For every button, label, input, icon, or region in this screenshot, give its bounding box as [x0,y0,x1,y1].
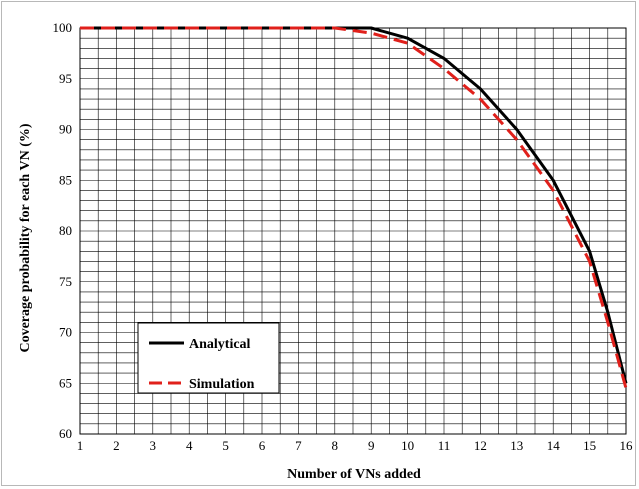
x-tick-label: 8 [332,438,339,453]
y-tick-label: 70 [59,325,72,340]
x-tick-label: 13 [510,438,523,453]
y-tick-label: 75 [59,274,72,289]
legend: Analytical Simulation [137,322,280,394]
series-line-simulation [80,26,628,389]
x-tick-label: 7 [295,438,302,453]
y-axis-label: Coverage probability for each VN (%) [18,123,33,352]
legend-box [137,322,280,394]
x-tick-label: 16 [620,438,634,453]
x-tick-label: 2 [113,438,120,453]
y-tick-label: 90 [59,122,72,137]
x-tick-label: 15 [583,438,596,453]
y-tick-label: 85 [59,172,72,187]
x-tick-label: 11 [438,438,451,453]
x-tick-label: 6 [259,438,266,453]
legend-label-analytical: Analytical [189,337,251,352]
x-tick-label: 4 [186,438,193,453]
y-tick-label: 95 [59,71,72,86]
legend-label-simulation: Simulation [189,377,255,392]
x-tick-label: 10 [401,438,414,453]
x-tick-label: 5 [222,438,229,453]
x-axis-label: Number of VNs added [287,467,421,482]
x-tick-label: 3 [150,438,157,453]
series-lines [80,26,628,389]
x-tick-label: 9 [368,438,375,453]
y-tick-label: 80 [59,223,72,238]
y-tick-label: 60 [59,426,72,441]
y-tick-label: 65 [59,375,72,390]
tick-labels: 1 2 3 4 5 6 7 8 9 10 11 12 13 14 15 1660657075808590951… [53,20,634,453]
x-tick-label: 1 [77,438,84,453]
grid [79,27,627,435]
y-tick-label: 100 [53,20,73,35]
x-tick-label: 14 [547,438,561,453]
x-tick-label: 12 [474,438,487,453]
